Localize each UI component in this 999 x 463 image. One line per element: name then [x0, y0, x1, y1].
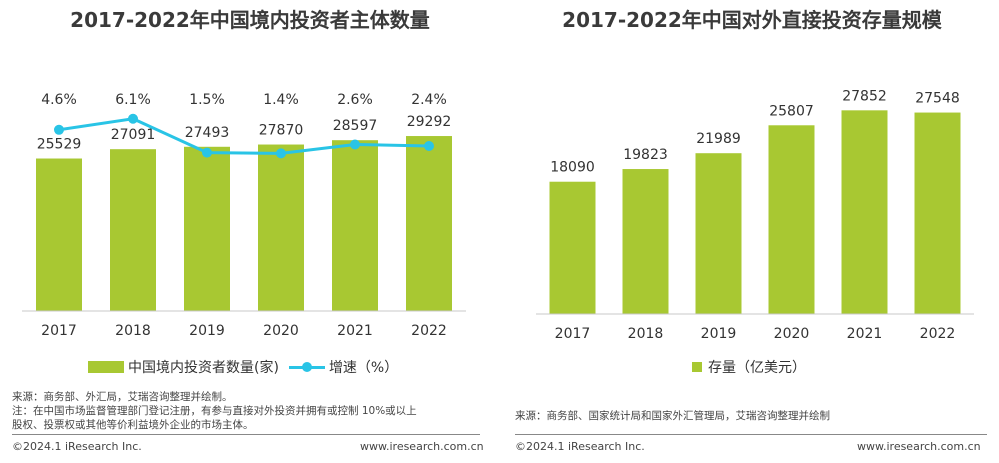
left-growth-point-2021: [350, 139, 360, 150]
legend-line-label: 增速（%）: [328, 360, 399, 376]
left-x-tick-2022: 2022: [411, 323, 447, 339]
legend-bar-item: 中国境内投资者数量(家): [88, 357, 279, 377]
right-bar-2021: [841, 110, 888, 315]
left-bar-value-2020: 27870: [259, 123, 304, 139]
legend-stock-item: 存量（亿美元）: [692, 357, 806, 377]
left-growth-point-2018: [128, 113, 138, 124]
left-note-line2: 股权、投票权或其他等价利益境外企业的市场主体。: [12, 419, 254, 431]
right-chart-plot: 18090 2017 19823 2018 21989 2019 25807 2020 2785…: [536, 88, 974, 342]
left-growth-label-2022: 2.4%: [411, 92, 447, 108]
left-footer-divider: [12, 434, 480, 435]
right-x-tick-2019: 2019: [701, 326, 737, 342]
left-x-tick-2021: 2021: [337, 323, 373, 339]
right-legend: 存量（亿美元）: [692, 357, 816, 377]
left-growth-point-2017: [54, 124, 64, 135]
left-growth-label-2020: 1.4%: [263, 92, 299, 108]
left-x-tick-2018: 2018: [115, 323, 151, 339]
left-bar-2022: [406, 136, 452, 311]
legend-line-item: 增速（%）: [288, 357, 399, 377]
right-source-text: 来源：商务部、国家统计局和国家外汇管理局，艾瑞咨询整理并绘制: [515, 410, 830, 422]
right-x-tick-2020: 2020: [774, 326, 810, 342]
right-bar-value-2020: 25807: [769, 103, 814, 119]
right-bar-2022: [914, 112, 961, 314]
right-bar-2019: [695, 153, 742, 314]
left-growth-point-2022: [424, 140, 434, 151]
right-x-tick-2022: 2022: [920, 326, 956, 342]
legend-stock-swatch: [692, 362, 702, 372]
left-bar-value-2017: 25529: [37, 137, 82, 153]
left-bar-2020: [258, 144, 304, 311]
left-bar-value-2022: 29292: [407, 114, 452, 130]
left-x-tick-2017: 2017: [41, 323, 77, 339]
right-bar-value-2018: 19823: [623, 147, 668, 163]
left-growth-label-2018: 6.1%: [115, 92, 151, 108]
right-x-tick-2018: 2018: [628, 326, 664, 342]
left-bar-2018: [110, 149, 156, 311]
left-copyright: ©2024.1 iResearch Inc.: [12, 440, 142, 453]
left-x-tick-2019: 2019: [189, 323, 225, 339]
legend-line-swatch: [288, 361, 325, 373]
left-source-text: 来源：商务部、外汇局，艾瑞咨询整理并绘制。: [12, 391, 233, 403]
left-growth-line: [58, 117, 430, 155]
right-bar-value-2022: 27548: [915, 91, 960, 107]
legend-bar-label: 中国境内投资者数量(家): [128, 360, 279, 376]
right-website: www.iresearch.com.cn: [857, 440, 981, 453]
right-chart-panel: 2017-2022年中国对外直接投资存量规模 18090 2017 19823 201…: [507, 0, 999, 463]
right-bar-value-2017: 18090: [550, 160, 595, 176]
right-chart-title: 2017-2022年中国对外直接投资存量规模: [562, 8, 942, 32]
left-bar-2017: [36, 158, 82, 311]
right-copyright: ©2024.1 iResearch Inc.: [515, 440, 645, 453]
right-bar-2018: [622, 169, 669, 314]
left-x-tick-2020: 2020: [263, 323, 299, 339]
right-bar-2020: [768, 125, 815, 314]
left-bar-value-2021: 28597: [333, 118, 378, 134]
left-bar-2019: [184, 146, 230, 311]
left-note-line1: 注：在中国市场监督管理部门登记注册，有参与直接对外投资并拥有或控制 10%或以上: [12, 405, 417, 417]
left-website: www.iresearch.com.cn: [360, 440, 484, 453]
left-growth-label-2017: 4.6%: [41, 92, 77, 108]
left-bar-value-2018: 27091: [111, 127, 156, 143]
left-chart-title: 2017-2022年中国境内投资者主体数量: [70, 8, 430, 32]
left-growth-label-2019: 1.5%: [189, 92, 225, 108]
right-bar-value-2021: 27852: [842, 88, 887, 104]
right-bar-2017: [549, 181, 596, 314]
right-footer-divider: [515, 434, 987, 435]
left-growth-point-2019: [202, 147, 212, 158]
legend-bar-swatch: [88, 361, 124, 373]
right-x-tick-2021: 2021: [847, 326, 883, 342]
left-growth-label-2021: 2.6%: [337, 92, 373, 108]
legend-stock-label: 存量（亿美元）: [708, 360, 806, 376]
left-chart-panel: 2017-2022年中国境内投资者主体数量 25529 2017 27091 2018…: [0, 0, 495, 463]
left-bar-2021: [332, 140, 378, 311]
left-chart-plot: 25529 2017 27091 2018 27493 2019 27870 2020 2859…: [22, 92, 466, 339]
left-legend: 中国境内投资者数量(家) 增速（%）: [88, 357, 408, 377]
right-x-tick-2017: 2017: [555, 326, 591, 342]
right-bar-value-2019: 21989: [696, 131, 741, 147]
left-bar-value-2019: 27493: [185, 125, 230, 141]
left-growth-point-2020: [276, 148, 286, 159]
